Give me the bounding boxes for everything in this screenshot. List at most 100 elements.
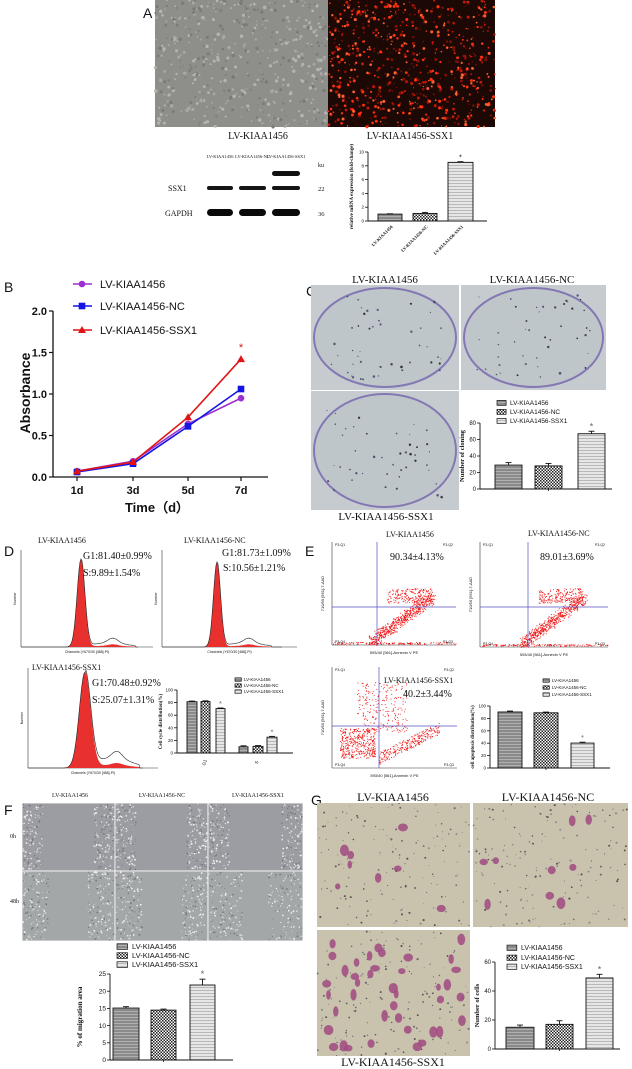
cell: [175, 72, 178, 76]
event-point: [407, 613, 409, 615]
event-point: [385, 624, 386, 626]
fluorescent-cell: [460, 61, 463, 64]
cell: [163, 104, 166, 107]
cell: [200, 827, 202, 829]
event-point: [373, 728, 375, 730]
event-point: [384, 630, 386, 632]
fluorescent-cell: [422, 85, 425, 88]
event-point: [356, 750, 358, 752]
panel-letter-a: A: [143, 5, 153, 21]
event-point: [366, 683, 368, 685]
event-point: [355, 729, 356, 730]
colony: [497, 356, 500, 358]
event-point: [379, 632, 381, 633]
fluorescent-cell: [345, 101, 348, 104]
event-point: [571, 594, 573, 596]
event-point: [416, 601, 418, 602]
event-point: [390, 634, 392, 636]
event-point: [365, 724, 367, 726]
event-point: [360, 744, 361, 746]
cell: [180, 1, 185, 5]
event-point: [430, 734, 432, 736]
cell: [132, 806, 134, 808]
event-point: [417, 733, 419, 735]
event-point: [551, 620, 553, 622]
event-point: [561, 616, 563, 618]
event-point: [396, 745, 398, 747]
fluorescent-cell: [357, 9, 361, 14]
event-point: [371, 727, 373, 729]
event-point: [348, 642, 350, 644]
cell: [282, 852, 284, 854]
fluorescent-cell: [445, 125, 448, 128]
cell: [182, 71, 186, 75]
event-point: [383, 699, 384, 701]
fluorescent-cell: [399, 33, 403, 37]
event-point: [574, 603, 576, 605]
event-point: [348, 738, 350, 740]
event-point: [397, 747, 399, 749]
event-point: [374, 746, 376, 747]
cell: [190, 843, 193, 845]
panel-letter-f: F: [4, 802, 13, 818]
fluorescent-cell: [437, 72, 440, 74]
event-point: [430, 601, 432, 603]
event-point: [400, 624, 401, 626]
cell: [205, 105, 208, 108]
fluorescent-cell: [487, 75, 490, 78]
event-point: [418, 604, 420, 605]
event-point: [370, 736, 372, 737]
event-point: [555, 597, 557, 599]
cell: [102, 833, 105, 835]
cell: [35, 913, 37, 915]
event-point: [359, 708, 361, 710]
fluorescent-cell: [434, 52, 437, 54]
cell: [215, 10, 217, 13]
event-point: [354, 740, 355, 742]
event-point: [381, 634, 383, 636]
fluorescent-cell: [468, 103, 470, 105]
event-point: [405, 614, 407, 616]
event-point: [384, 754, 385, 755]
event-point: [374, 643, 376, 645]
fluorescent-cell: [413, 44, 416, 47]
event-point: [416, 605, 418, 607]
event-point: [397, 602, 399, 604]
event-point: [422, 611, 424, 612]
fluorescent-cell: [480, 0, 484, 3]
fluorescent-cell: [331, 81, 334, 83]
cell: [122, 816, 124, 818]
event-point: [540, 591, 542, 592]
event-point: [532, 641, 534, 643]
event-point: [378, 638, 380, 640]
fluorescent-cell: [450, 46, 452, 49]
event-point: [557, 590, 559, 592]
cell: [200, 836, 202, 838]
cell: [157, 117, 161, 121]
row-label: 0h: [10, 834, 16, 840]
cell: [24, 888, 27, 890]
event-point: [351, 746, 353, 748]
cell: [235, 93, 238, 96]
fluorescent-cell: [341, 25, 344, 27]
cell: [202, 822, 205, 824]
fluorescent-cell: [335, 103, 339, 107]
event-point: [387, 632, 389, 634]
fluorescent-cell: [345, 52, 349, 56]
event-point: [364, 746, 366, 747]
fluorescent-cell: [494, 87, 496, 90]
fluorescent-cell: [367, 56, 370, 58]
event-point: [404, 701, 406, 703]
event-point: [350, 743, 352, 744]
event-point: [529, 632, 531, 634]
cell: [282, 4, 286, 8]
event-point: [376, 642, 377, 644]
cell: [220, 840, 221, 842]
event-point: [425, 596, 427, 597]
event-point: [580, 600, 582, 601]
column-label: LV-KIAA1456-SSX1: [232, 793, 284, 799]
cell: [255, 20, 258, 23]
event-point: [351, 642, 353, 644]
